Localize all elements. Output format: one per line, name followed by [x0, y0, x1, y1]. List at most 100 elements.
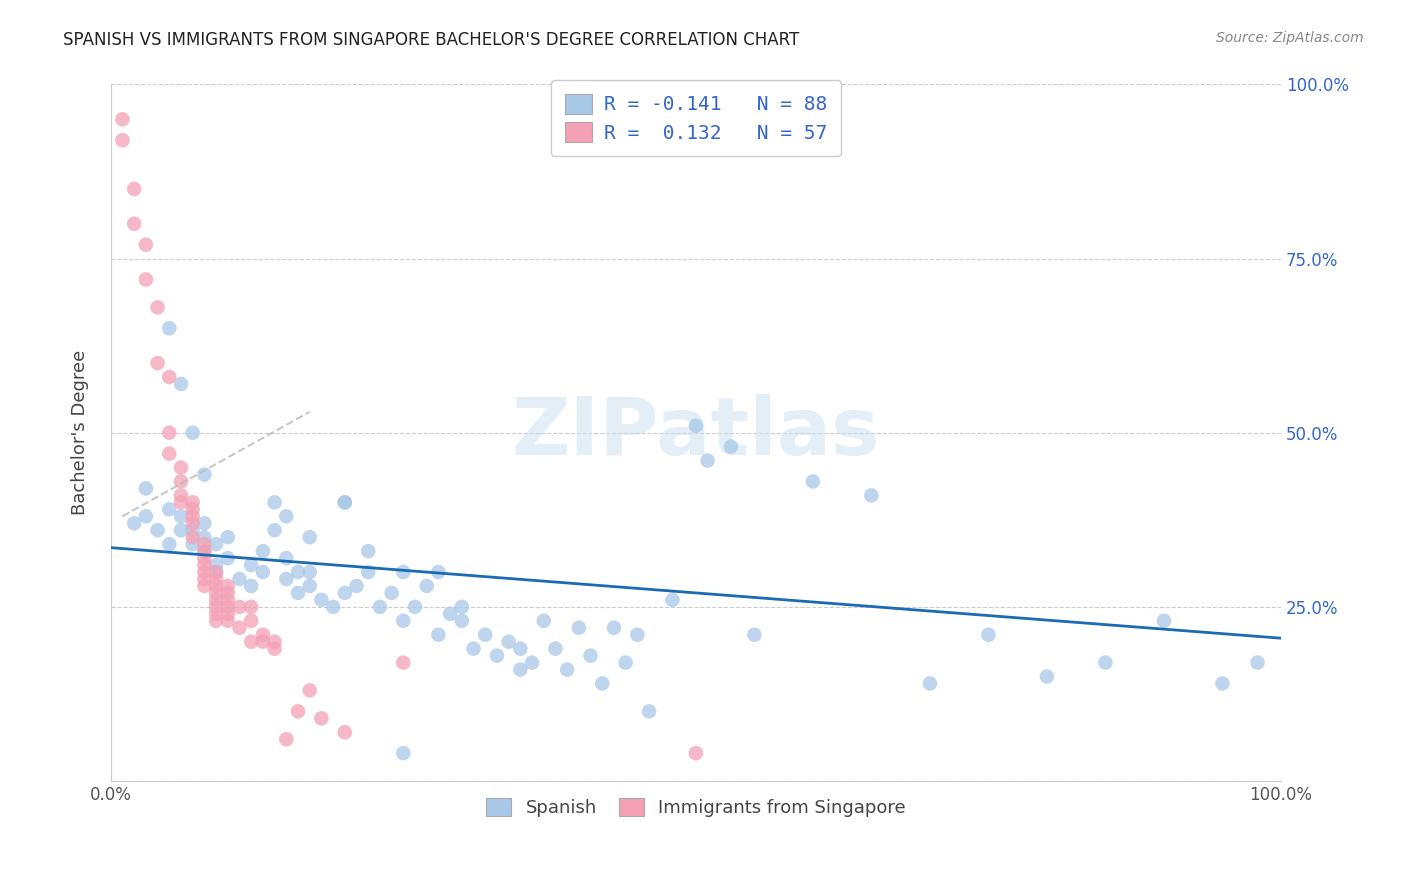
Point: [205, 586, 228, 600]
Point: [170, 523, 193, 537]
Point: [157, 447, 180, 461]
Point: [193, 530, 215, 544]
Point: [205, 558, 228, 572]
Point: [217, 599, 239, 614]
Point: [205, 599, 228, 614]
Point: [298, 683, 321, 698]
Point: [193, 544, 215, 558]
Point: [122, 217, 145, 231]
Point: [276, 509, 298, 524]
Point: [298, 530, 321, 544]
Point: [346, 579, 368, 593]
Point: [240, 614, 263, 628]
Point: [170, 509, 193, 524]
Point: [298, 565, 321, 579]
Point: [392, 656, 415, 670]
Point: [322, 599, 344, 614]
Point: [498, 634, 520, 648]
Point: [439, 607, 461, 621]
Point: [427, 628, 450, 642]
Point: [474, 628, 496, 642]
Point: [146, 301, 169, 315]
Point: [217, 579, 239, 593]
Point: [157, 321, 180, 335]
Point: [181, 509, 204, 524]
Point: [1094, 656, 1116, 670]
Point: [181, 502, 204, 516]
Point: [240, 579, 263, 593]
Point: [263, 523, 285, 537]
Point: [205, 537, 228, 551]
Point: [614, 656, 637, 670]
Point: [181, 516, 204, 531]
Point: [1036, 669, 1059, 683]
Point: [333, 495, 356, 509]
Point: [685, 418, 707, 433]
Point: [509, 663, 531, 677]
Point: [298, 579, 321, 593]
Point: [1246, 656, 1268, 670]
Point: [157, 370, 180, 384]
Point: [263, 641, 285, 656]
Point: [520, 656, 543, 670]
Point: [509, 641, 531, 656]
Point: [111, 133, 134, 147]
Point: [193, 544, 215, 558]
Point: [311, 711, 333, 725]
Point: [135, 237, 157, 252]
Point: [568, 621, 591, 635]
Point: [111, 112, 134, 127]
Legend: Spanish, Immigrants from Singapore: Spanish, Immigrants from Singapore: [478, 790, 912, 824]
Point: [170, 376, 193, 391]
Point: [287, 565, 309, 579]
Point: [744, 628, 766, 642]
Point: [217, 593, 239, 607]
Point: [181, 495, 204, 509]
Point: [205, 565, 228, 579]
Point: [193, 572, 215, 586]
Point: [544, 641, 567, 656]
Point: [720, 440, 742, 454]
Point: [205, 565, 228, 579]
Point: [205, 572, 228, 586]
Point: [193, 565, 215, 579]
Point: [240, 599, 263, 614]
Point: [287, 586, 309, 600]
Point: [170, 488, 193, 502]
Point: [696, 453, 718, 467]
Y-axis label: Bachelor's Degree: Bachelor's Degree: [72, 350, 89, 516]
Point: [240, 558, 263, 572]
Point: [485, 648, 508, 663]
Point: [638, 704, 661, 718]
Point: [157, 425, 180, 440]
Point: [555, 663, 578, 677]
Point: [228, 599, 250, 614]
Text: ZIPatlas: ZIPatlas: [512, 393, 880, 472]
Point: [1211, 676, 1233, 690]
Point: [157, 502, 180, 516]
Point: [135, 482, 157, 496]
Point: [135, 509, 157, 524]
Point: [357, 544, 380, 558]
Point: [392, 565, 415, 579]
Point: [287, 704, 309, 718]
Point: [252, 634, 274, 648]
Point: [579, 648, 602, 663]
Point: [181, 425, 204, 440]
Point: [252, 544, 274, 558]
Point: [427, 565, 450, 579]
Point: [122, 516, 145, 531]
Point: [205, 593, 228, 607]
Point: [193, 467, 215, 482]
Text: SPANISH VS IMMIGRANTS FROM SINGAPORE BACHELOR'S DEGREE CORRELATION CHART: SPANISH VS IMMIGRANTS FROM SINGAPORE BAC…: [63, 31, 800, 49]
Point: [217, 586, 239, 600]
Point: [217, 607, 239, 621]
Point: [381, 586, 404, 600]
Point: [228, 572, 250, 586]
Point: [135, 272, 157, 286]
Point: [333, 586, 356, 600]
Point: [860, 488, 883, 502]
Point: [205, 607, 228, 621]
Point: [205, 579, 228, 593]
Point: [415, 579, 437, 593]
